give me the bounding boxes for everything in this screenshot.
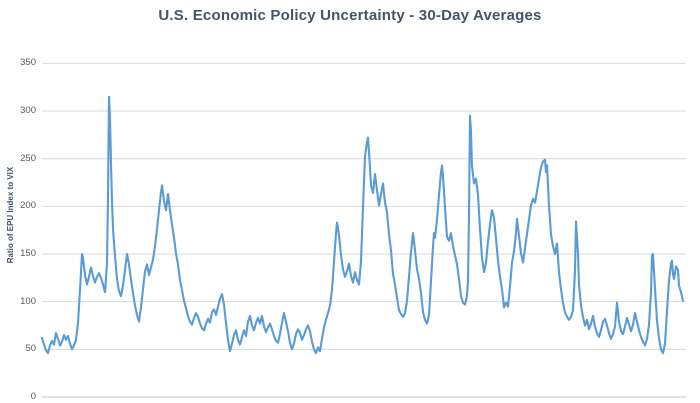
y-tick-label-100: 100 [20, 295, 36, 307]
y-tick-label-50: 50 [25, 343, 36, 355]
y-tick-label-150: 150 [20, 248, 36, 260]
y-tick-label-200: 200 [20, 200, 36, 212]
y-tick-label-350: 350 [20, 57, 36, 69]
chart-title: U.S. Economic Policy Uncertainty - 30-Da… [158, 7, 542, 24]
y-tick-label-250: 250 [20, 152, 36, 164]
y-tick-label-300: 300 [20, 105, 36, 117]
y-tick-label-0: 0 [30, 391, 36, 402]
series-line [40, 95, 685, 355]
